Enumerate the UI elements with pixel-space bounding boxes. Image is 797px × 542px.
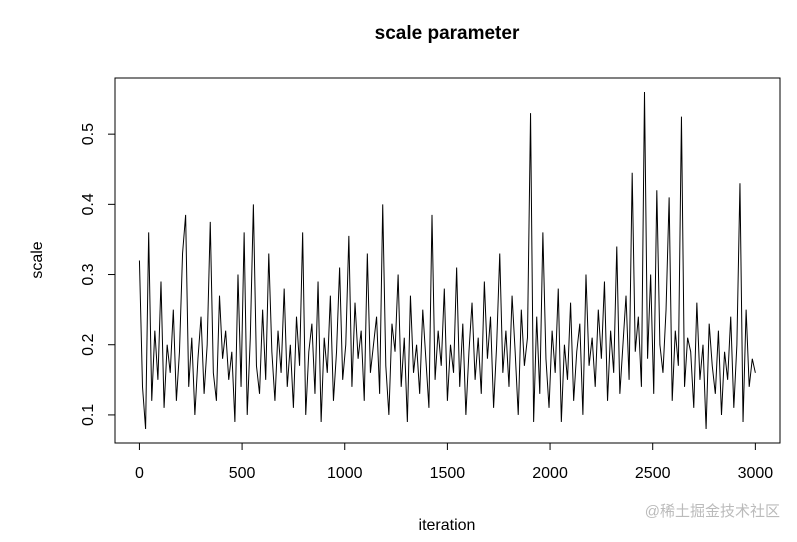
trace-line <box>138 92 756 429</box>
watermark: @稀土掘金技术社区 <box>645 503 780 520</box>
x-tick-label: 2000 <box>532 465 568 482</box>
x-tick-label: 1500 <box>430 465 466 482</box>
x-tick-label: 500 <box>229 465 256 482</box>
x-axis-label: iteration <box>419 517 476 534</box>
x-tick-label: 0 <box>135 465 144 482</box>
y-tick-label: 0.4 <box>80 193 97 215</box>
chart-title: scale parameter <box>375 23 520 44</box>
y-tick-label: 0.5 <box>80 123 97 145</box>
y-tick-label: 0.1 <box>80 404 97 426</box>
x-tick-label: 2500 <box>635 465 671 482</box>
x-tick-label: 3000 <box>738 465 774 482</box>
y-tick-label: 0.2 <box>80 334 97 356</box>
x-tick-label: 1000 <box>327 465 363 482</box>
y-tick-label: 0.3 <box>80 263 97 285</box>
y-axis-label: scale <box>29 241 46 278</box>
